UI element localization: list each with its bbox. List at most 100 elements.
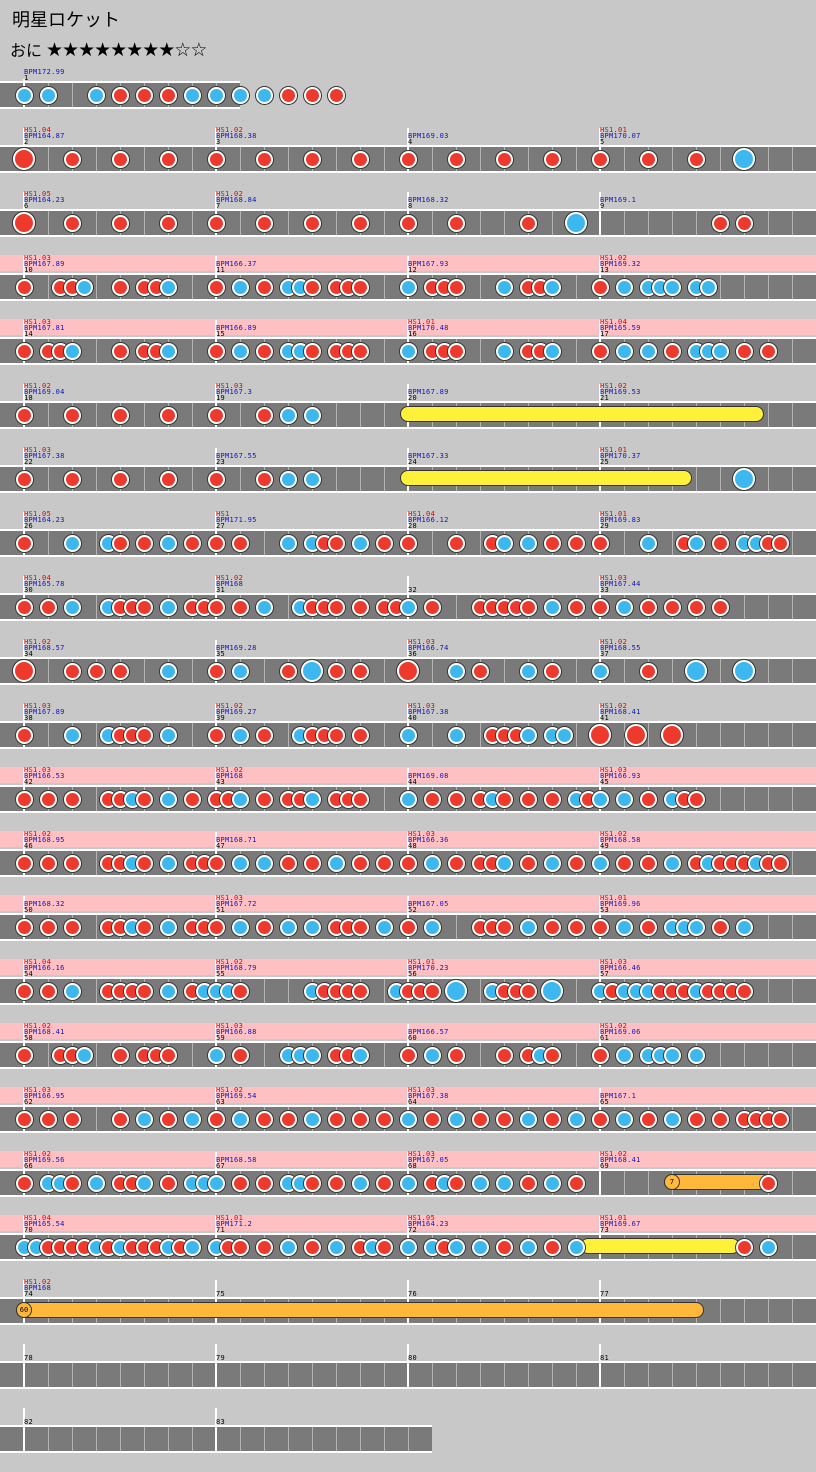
bpm-label: BPM169.27 [216, 708, 257, 716]
beat-line [264, 979, 265, 1003]
measure-number: 59 [216, 1034, 226, 1042]
beat-line [336, 1363, 337, 1387]
chart-row: HS1.03 BPM166.95 62 HS1.02 BPM169.54 63 HS1.03… [0, 1086, 816, 1152]
ka-note [543, 342, 561, 360]
beat-line [528, 147, 529, 171]
measure-number: 55 [216, 970, 226, 978]
beat-line [720, 659, 721, 683]
don-note [771, 854, 789, 872]
measure-number: 54 [24, 970, 34, 978]
don-note [663, 342, 681, 360]
ka-note [423, 918, 441, 936]
beat-line [696, 1363, 697, 1387]
hs-label: HS1 [216, 510, 230, 518]
don-note [111, 278, 129, 296]
don-note [159, 150, 177, 168]
ka-note [639, 534, 657, 552]
beat-line [96, 595, 97, 619]
hs-label: HS1.03 [24, 1086, 52, 1094]
beat-line [144, 211, 145, 235]
ka-note [543, 598, 561, 616]
don-note [639, 662, 657, 680]
bpm-label: BPM166.88 [216, 1028, 257, 1036]
ka-note [399, 278, 417, 296]
don-note [447, 1174, 465, 1192]
beat-line [240, 1363, 241, 1387]
don-note [303, 854, 321, 872]
measure-number: 18 [24, 394, 34, 402]
ka-note [159, 726, 177, 744]
beat-line [624, 211, 625, 235]
hs-label: HS1.03 [600, 958, 628, 966]
don-note [351, 918, 369, 936]
bpm-label: BPM166.36 [408, 836, 449, 844]
ka-note [63, 726, 81, 744]
measure-number: 80 [408, 1354, 418, 1362]
ka-note [663, 1046, 681, 1064]
bpm-label: BPM169.04 [24, 388, 65, 396]
beat-line [168, 1427, 169, 1451]
bpm-label: BPM165.54 [24, 1220, 65, 1228]
ka-note [615, 598, 633, 616]
measure-number: 52 [408, 906, 418, 914]
beat-line [480, 339, 481, 363]
measure-number: 62 [24, 1098, 34, 1106]
bpm-label: BPM167.38 [408, 1092, 449, 1100]
bpm-label: BPM168.32 [408, 196, 449, 204]
ka-note [63, 534, 81, 552]
don-note [63, 918, 81, 936]
measure-number: 31 [216, 586, 226, 594]
don-note [207, 1110, 225, 1128]
ka-note [495, 342, 513, 360]
big-ka-note [541, 980, 563, 1002]
don-note [711, 918, 729, 936]
hs-label: HS1.01 [600, 1214, 628, 1222]
balloon-bar [16, 1302, 704, 1318]
measure-number: 6 [24, 202, 29, 210]
don-note [15, 470, 33, 488]
don-note [255, 278, 273, 296]
ka-note [519, 662, 537, 680]
ka-note [375, 918, 393, 936]
ka-note [711, 342, 729, 360]
beat-line [48, 467, 49, 491]
don-note [135, 86, 153, 104]
don-note [735, 342, 753, 360]
ka-note [231, 854, 249, 872]
measure-number: 7 [216, 202, 221, 210]
hs-label: HS1.03 [24, 254, 52, 262]
don-note [447, 214, 465, 232]
beat-line [624, 1363, 625, 1387]
ka-note [183, 1110, 201, 1128]
beat-line [96, 787, 97, 811]
ka-note [399, 1174, 417, 1192]
beat-line [384, 787, 385, 811]
don-note [255, 470, 273, 488]
don-note [519, 1174, 537, 1192]
ka-note [159, 918, 177, 936]
beat-line [456, 1363, 457, 1387]
don-note [183, 790, 201, 808]
beat-line [48, 275, 49, 299]
don-note [711, 534, 729, 552]
don-note [687, 150, 705, 168]
measure-number: 11 [216, 266, 226, 274]
ka-note [639, 342, 657, 360]
measure-number: 77 [600, 1290, 610, 1298]
beat-line [792, 147, 793, 171]
big-don-note [625, 724, 647, 746]
beat-line [744, 723, 745, 747]
don-note [735, 982, 753, 1000]
beat-line [72, 83, 73, 107]
don-note [351, 214, 369, 232]
hs-label: HS1.02 [216, 766, 244, 774]
hs-label: HS1.01 [408, 318, 436, 326]
ka-note [183, 86, 201, 104]
don-note [519, 598, 537, 616]
don-note [39, 1110, 57, 1128]
don-note [279, 1110, 297, 1128]
measure-number: 83 [216, 1418, 226, 1426]
beat-line [288, 1363, 289, 1387]
hs-label: HS1.02 [216, 702, 244, 710]
bpm-label: BPM169.28 [216, 644, 257, 652]
